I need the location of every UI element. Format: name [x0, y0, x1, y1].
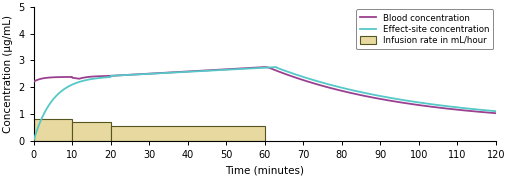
- X-axis label: Time (minutes): Time (minutes): [225, 165, 304, 175]
- Y-axis label: Concentration (μg/mL): Concentration (μg/mL): [3, 15, 13, 133]
- Bar: [34, 119, 72, 141]
- Bar: [72, 122, 111, 141]
- Bar: [111, 126, 265, 141]
- Legend: Blood concentration, Effect-site concentration, Infusion rate in mL/hour: Blood concentration, Effect-site concent…: [356, 9, 493, 49]
